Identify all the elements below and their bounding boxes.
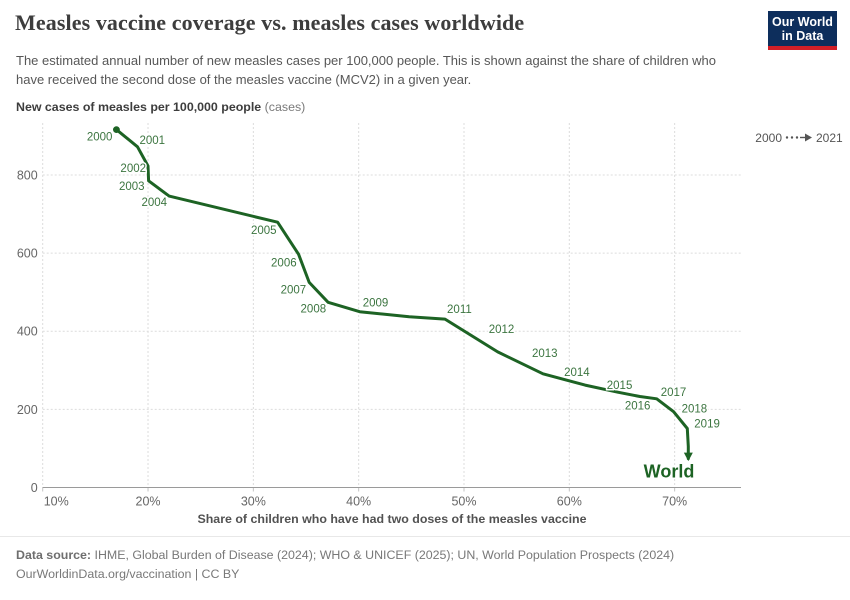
year-label-2019: 2019 (694, 419, 720, 431)
license-link[interactable]: OurWorldinData.org/vaccination | CC BY (16, 566, 240, 581)
chart-canvas: 10% 20% 30% 40% 50% 60% 70% 0 200 400 600 800 2000 20… (17, 123, 843, 509)
y-axis-title-main: New cases of measles per 100,000 people (16, 100, 262, 114)
y-tick-label: 600 (17, 247, 38, 261)
x-tick-label: 30% (241, 495, 266, 509)
year-label-2004: 2004 (141, 197, 167, 209)
logo-line1: Our World (772, 15, 833, 29)
y-tick-label: 200 (17, 403, 38, 417)
time-range-dot-icon (795, 136, 799, 139)
x-tick-label: 50% (451, 495, 476, 509)
series-line-world[interactable] (114, 128, 690, 461)
time-range-dot-icon (790, 136, 794, 139)
y-tick-label: 0 (31, 481, 38, 495)
y-axis-title-unit: (cases) (264, 100, 306, 114)
year-label-2011: 2011 (447, 304, 472, 316)
year-label-2009: 2009 (363, 298, 389, 310)
y-tick-label: 800 (17, 168, 38, 182)
data-source-label: Data source: (16, 548, 92, 562)
data-source-text: IHME, Global Burden of Disease (2024); W… (91, 548, 675, 562)
x-tick-label: 40% (346, 495, 371, 509)
year-label-2016: 2016 (625, 400, 651, 412)
year-label-2006: 2006 (271, 257, 297, 269)
year-label-2014: 2014 (564, 367, 590, 379)
year-label-2013: 2013 (532, 348, 558, 360)
logo-accent-bar (768, 46, 837, 50)
time-range-dot-icon (785, 136, 789, 139)
year-label-2007: 2007 (281, 284, 307, 296)
time-range-end: 2021 (816, 131, 843, 145)
page-title: Measles vaccine coverage vs. measles cas… (15, 10, 525, 35)
year-label-2000: 2000 (87, 132, 113, 144)
year-label-2018: 2018 (682, 404, 708, 416)
series-start-dot (113, 126, 120, 134)
year-label-2015: 2015 (607, 380, 633, 392)
data-source-line: Data source: IHME, Global Burden of Dise… (16, 546, 834, 565)
logo-line2: in Data (781, 29, 824, 43)
year-label-2001: 2001 (139, 135, 165, 147)
series-label-world: World (644, 462, 695, 482)
year-label-2017: 2017 (661, 387, 687, 399)
x-axis-title: Share of children who have had two doses… (197, 512, 587, 526)
y-axis-title: New cases of measles per 100,000 people … (16, 100, 305, 114)
year-label-2003: 2003 (119, 181, 145, 193)
year-label-2005: 2005 (251, 225, 277, 237)
x-tick-label: 60% (557, 495, 582, 509)
year-label-2012: 2012 (489, 324, 515, 336)
y-tick-label: 400 (17, 325, 38, 339)
chart-subtitle: The estimated annual number of new measl… (16, 53, 717, 87)
year-label-2008: 2008 (301, 303, 327, 315)
time-range-arrow-icon (805, 133, 812, 142)
time-range-start: 2000 (755, 131, 782, 145)
x-tick-label: 20% (136, 495, 161, 509)
x-tick-label: 70% (662, 495, 687, 509)
x-tick-label: 10% (44, 495, 69, 509)
owid-logo[interactable]: Our World in Data (768, 11, 837, 50)
year-label-2002: 2002 (120, 163, 146, 175)
chart-footer: Data source: IHME, Global Burden of Dise… (0, 536, 850, 583)
series-end-arrow-icon (683, 452, 693, 462)
